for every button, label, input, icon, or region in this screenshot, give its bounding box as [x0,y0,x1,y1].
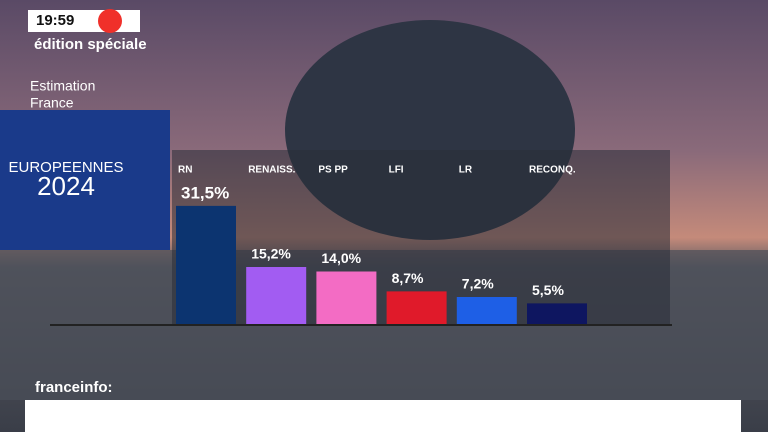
value-label: 8,7% [392,270,424,286]
bar [527,303,587,324]
category-label: LR [459,165,473,176]
chart-title: Estimation [30,78,95,94]
bar [316,271,377,324]
bar [386,291,447,324]
ticker [25,400,741,432]
clock: 19:59 [36,12,74,29]
category-label: RENAISS. [248,165,295,176]
value-label: 7,2% [462,276,494,292]
value-label: 15,2% [251,246,291,262]
category-label: PS PP [318,165,348,176]
banner [0,110,170,250]
program: édition spéciale [34,36,147,53]
bar [176,205,236,324]
value-label: 31,5% [181,183,229,202]
category-label: RN [178,165,192,176]
chart-title: France [30,95,74,111]
live-dot [98,9,122,33]
value-label: 14,0% [321,250,361,266]
channel-logo: franceinfo: [35,379,113,396]
sign-text: 2024 [37,171,95,201]
category-label: RECONQ. [529,165,576,176]
sign-text: EUROPEENNES [8,159,123,176]
value-label: 5,5% [532,282,564,298]
bar [456,297,517,324]
category-label: LFI [389,165,404,176]
bar [246,267,307,324]
